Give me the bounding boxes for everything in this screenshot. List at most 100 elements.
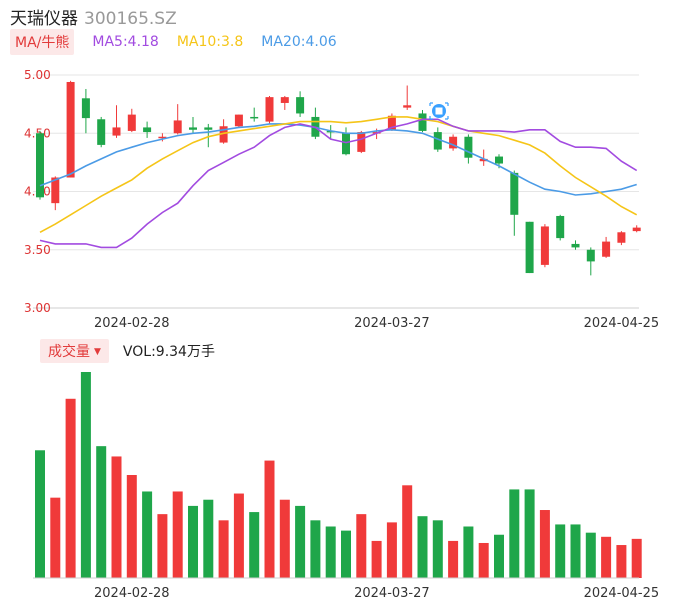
volume-bar	[341, 530, 351, 578]
price-grid	[33, 74, 639, 309]
volume-bar	[432, 520, 443, 578]
candle	[479, 149, 488, 166]
volume-bar	[279, 499, 290, 578]
ma10-line	[39, 116, 638, 234]
candle	[540, 224, 549, 268]
volume-value: VOL:9.34万手	[122, 344, 215, 360]
candle	[449, 134, 458, 151]
stock-title: 天瑞仪器 300165.SZ	[10, 4, 177, 29]
x-tick-label: 2024-03-27	[354, 586, 430, 601]
ma-legend: MA/牛熊 MA5:4.18 MA10:3.8 MA20:4.06	[10, 29, 337, 55]
volume-selector-button[interactable]: 成交量 ▼	[40, 339, 109, 363]
ma20-legend-label: MA20:4.06	[261, 34, 337, 50]
volume-bar	[371, 540, 382, 578]
volume-bar	[35, 450, 45, 578]
price-x-axis: 2024-02-28 2024-03-27 2024-04-25	[94, 316, 659, 331]
volume-x-axis: 2024-02-28 2024-03-27 2024-04-25	[94, 586, 659, 601]
ma5-legend-label: MA5:4.18	[92, 34, 159, 50]
ma10-legend-label: MA10:3.8	[176, 34, 244, 50]
volume-bar	[142, 491, 153, 578]
candle	[571, 240, 580, 250]
volume-bar	[386, 522, 397, 578]
volume-bar	[188, 505, 198, 578]
candle	[357, 130, 366, 154]
candle	[617, 231, 626, 246]
stock-code: 300165.SZ	[84, 9, 177, 29]
candle	[204, 123, 213, 148]
y-tick-label: 3.50	[24, 243, 51, 257]
candle	[556, 214, 565, 241]
volume-bar	[524, 489, 535, 578]
candle	[81, 88, 90, 134]
candle	[66, 80, 75, 178]
volume-bar	[631, 538, 642, 578]
candle	[403, 85, 412, 110]
volume-bar	[310, 520, 321, 578]
volume-legend: 成交量 ▼ VOL:9.34万手	[40, 339, 215, 363]
candle	[280, 95, 289, 110]
volume-bar	[494, 534, 504, 578]
candle	[36, 130, 44, 200]
ma5-line	[39, 118, 638, 249]
candle	[586, 247, 595, 276]
event-marker-icon[interactable]	[429, 102, 449, 120]
candle	[250, 107, 259, 122]
volume-bars	[33, 372, 642, 579]
volume-bar	[203, 499, 214, 578]
candle	[418, 109, 427, 133]
y-tick-label: 5.00	[24, 68, 51, 82]
volume-bar	[325, 526, 336, 578]
candle	[173, 104, 182, 135]
candle	[632, 225, 641, 233]
candle	[127, 108, 136, 133]
x-tick-label: 2024-02-28	[94, 586, 170, 601]
volume-bar	[509, 489, 520, 578]
chevron-down-icon: ▼	[94, 347, 101, 357]
candlestick-series	[36, 80, 641, 276]
ma20-line	[39, 123, 637, 196]
candle	[464, 134, 473, 164]
y-tick-label: 3.00	[24, 301, 51, 315]
volume-bar	[50, 497, 61, 578]
volume-bar	[218, 520, 229, 578]
candle	[234, 114, 243, 128]
candle	[525, 221, 534, 274]
candle	[602, 236, 611, 258]
volume-bar	[570, 524, 581, 578]
candle	[311, 107, 320, 140]
volume-bar	[356, 514, 367, 578]
volume-bar	[478, 542, 489, 578]
volume-bar	[448, 540, 459, 578]
candle	[158, 133, 167, 142]
x-tick-label: 2024-03-27	[354, 316, 430, 331]
volume-bar	[249, 512, 260, 578]
candle	[97, 116, 106, 148]
x-tick-label: 2024-04-25	[584, 316, 660, 331]
volume-bar	[402, 485, 413, 578]
volume-bar	[585, 532, 596, 578]
volume-bar	[80, 372, 91, 578]
volume-bar	[295, 505, 306, 578]
candle	[265, 95, 274, 124]
candle	[51, 176, 60, 211]
volume-bar	[157, 514, 168, 578]
volume-bar	[233, 493, 244, 578]
volume-bar	[96, 446, 107, 578]
volume-bar	[601, 536, 612, 578]
volume-bar	[463, 526, 474, 578]
volume-selector-label: 成交量	[48, 344, 90, 360]
volume-bar	[264, 460, 275, 578]
x-tick-label: 2024-02-28	[94, 316, 170, 331]
volume-bar	[539, 510, 550, 578]
candle	[189, 116, 197, 134]
indicator-selector-button[interactable]: MA/牛熊	[10, 29, 75, 55]
stock-name: 天瑞仪器	[10, 9, 78, 29]
volume-bar	[65, 398, 76, 578]
candle	[342, 127, 350, 156]
volume-bar	[126, 475, 137, 578]
candle	[296, 91, 305, 117]
price-y-axis: 5.004.504.003.503.00	[24, 68, 51, 315]
candle	[143, 121, 152, 138]
volume-bar	[417, 516, 428, 578]
